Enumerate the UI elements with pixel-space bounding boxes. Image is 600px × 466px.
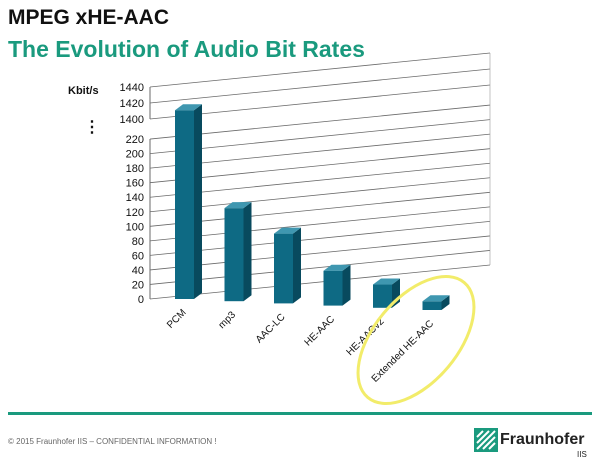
y-tick-label: 0: [138, 294, 144, 306]
bar-top: [175, 104, 202, 111]
highlight-layer: [356, 275, 476, 405]
gridline: [149, 191, 491, 227]
gridline: [149, 162, 491, 198]
bar-front: [422, 301, 442, 310]
gridline: [149, 119, 491, 154]
bar-side: [441, 295, 450, 310]
grid-layer: [149, 52, 491, 300]
gridline: [149, 148, 491, 184]
footer-copyright: © 2015 Fraunhofer IIS – CONFIDENTIAL INF…: [8, 437, 217, 446]
bar-front: [175, 110, 194, 299]
slide-title: MPEG xHE-AAC: [8, 6, 170, 29]
gridline: [149, 220, 491, 256]
axis-break-marker: ⋮: [84, 119, 100, 136]
gridline: [149, 206, 491, 242]
y-tick-label: 140: [126, 192, 144, 204]
bar-top: [422, 295, 450, 302]
bar-extended-he-aac: [422, 295, 450, 310]
bar-side: [194, 104, 202, 299]
y-tick-label: 120: [126, 207, 144, 219]
y-tick-label: 80: [132, 236, 144, 248]
bar-layer: [175, 104, 450, 310]
gridline: [149, 133, 491, 169]
highlight-ellipse: [356, 275, 476, 405]
bar-top: [323, 264, 351, 271]
y-axis-unit-label: Kbit/s: [68, 85, 99, 97]
y-tick-label: 100: [126, 221, 144, 233]
y-tick-label: 40: [132, 265, 144, 277]
bar-side: [243, 202, 252, 302]
x-tick-label: HE-AAC: [303, 314, 338, 349]
slide-subtitle: The Evolution of Audio Bit Rates: [8, 36, 365, 62]
y-tick-label: 200: [126, 149, 144, 161]
y-tick-label: 160: [126, 178, 144, 190]
bar-front: [274, 233, 293, 304]
bar-aac-lc: [274, 227, 301, 304]
bar-front: [323, 270, 343, 306]
logo-wordmark: Fraunhofer: [500, 431, 585, 448]
bar-front: [224, 208, 244, 302]
bar-side: [293, 227, 301, 304]
bar-he-aac: [323, 264, 351, 306]
gridline: [149, 68, 491, 104]
bar-top: [274, 227, 301, 234]
gridline: [149, 235, 491, 271]
footer-divider: [8, 412, 592, 415]
gridline: [149, 52, 491, 88]
bar-front: [373, 284, 392, 308]
x-tick-label: mp3: [217, 309, 239, 331]
y-tick-label: 60: [132, 250, 144, 262]
bar-pcm: [175, 104, 202, 299]
y-tick-label: 20: [132, 279, 144, 291]
y-tick-label: 220: [126, 134, 144, 146]
y-tick-label: 1420: [120, 98, 144, 110]
gridline: [149, 104, 491, 140]
x-tick-label: AAC-LC: [254, 312, 288, 346]
bar-mp3: [224, 202, 252, 302]
bar-chart: 0 20 40 60 80 100 120 140 160 180 200 220 1400 1420 14…: [68, 52, 491, 405]
fraunhofer-logo: Fraunhofer IIS: [474, 428, 596, 462]
x-tick-label: PCM: [165, 307, 189, 331]
gridline: [149, 250, 491, 285]
axis-layer: 0 20 40 60 80 100 120 140 160 180 200 220 1400 1420 14…: [68, 82, 151, 306]
gridline: [149, 177, 491, 213]
y-tick-label: 1440: [120, 82, 144, 94]
bar-side: [342, 264, 351, 306]
bar-top: [373, 278, 400, 285]
y-tick-label: 1400: [120, 114, 144, 126]
fraunhofer-logo-icon: [474, 428, 498, 452]
logo-subtext: IIS: [577, 450, 587, 459]
bar-top: [224, 202, 252, 209]
x-tick-label: HE-AACv2: [345, 316, 387, 358]
gridline: [149, 264, 491, 300]
gridline: [149, 84, 491, 120]
y-tick-label: 180: [126, 163, 144, 175]
bar-he-aacv2: [373, 278, 400, 308]
